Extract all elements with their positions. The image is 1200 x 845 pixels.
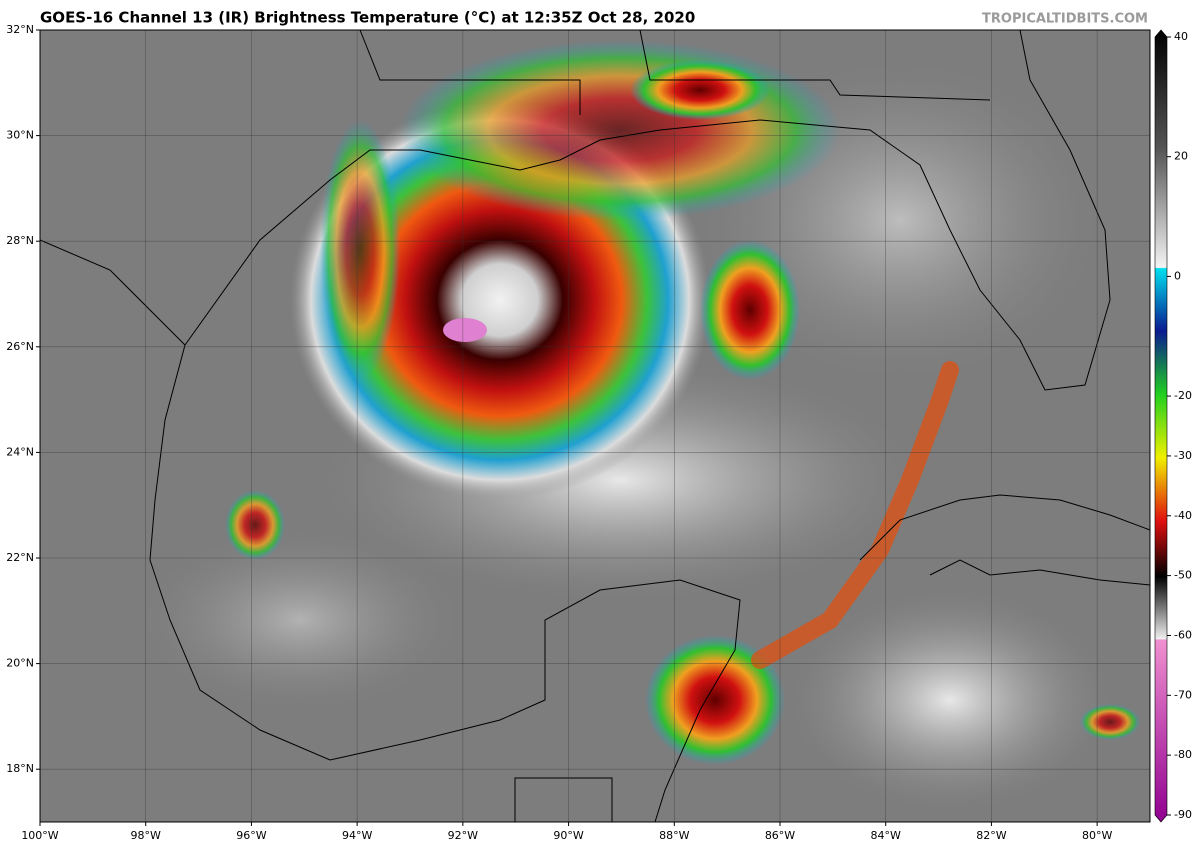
lon-label: 86°W [765, 829, 795, 842]
lon-label: 82°W [976, 829, 1006, 842]
map-frame [39, 29, 1151, 823]
colorbar-tick-label: -70 [1174, 688, 1192, 701]
cuba-coast [859, 494, 1150, 561]
lat-label: 28°N [6, 234, 34, 247]
coastline [40, 239, 741, 822]
border [514, 777, 613, 822]
lon-label: 88°W [659, 829, 689, 842]
coastline [184, 30, 1111, 391]
colorbar-tick-label: -20 [1174, 389, 1192, 402]
colorbar-tick-label: 40 [1174, 30, 1188, 43]
lat-label: 22°N [6, 551, 34, 564]
colorbar-tick-label: -60 [1174, 628, 1192, 641]
colorbar-tick-label: -30 [1174, 449, 1192, 462]
colorbar-tick-label: -50 [1174, 569, 1192, 582]
colorbar-tick-label: 20 [1174, 150, 1188, 163]
credit: TROPICALTIDBITS.COM [982, 12, 1148, 27]
colorbar-tick-label: -90 [1174, 808, 1192, 821]
colorbar-ticks: 40 20 0 -20 -30 -40 -50 -60 -70 -80 -90 [1167, 30, 1192, 821]
lon-label: 96°W [236, 829, 266, 842]
lat-label: 32°N [6, 23, 34, 36]
lat-label: 18°N [6, 762, 34, 775]
colorbar-tick-label: -40 [1174, 509, 1192, 522]
lon-label: 80°W [1082, 829, 1112, 842]
lon-label: 98°W [131, 829, 161, 842]
lat-label: 26°N [6, 340, 34, 353]
lon-label: 92°W [448, 829, 478, 842]
lon-label: 90°W [553, 829, 583, 842]
colorbar-tick-label: 0 [1174, 269, 1181, 282]
lat-label: 30°N [6, 129, 34, 142]
satellite-image [40, 30, 1150, 822]
lat-label: 20°N [6, 657, 34, 670]
border [359, 30, 991, 115]
cuba-coast [929, 559, 1150, 586]
colorbar [1154, 29, 1168, 823]
map-title: GOES-16 Channel 13 (IR) Brightness Tempe… [40, 9, 695, 27]
lon-label: 94°W [342, 829, 372, 842]
lon-label: 100°W [21, 829, 58, 842]
colorbar-tick-label: -80 [1174, 748, 1192, 761]
lon-label: 84°W [871, 829, 901, 842]
lat-label: 24°N [6, 445, 34, 458]
